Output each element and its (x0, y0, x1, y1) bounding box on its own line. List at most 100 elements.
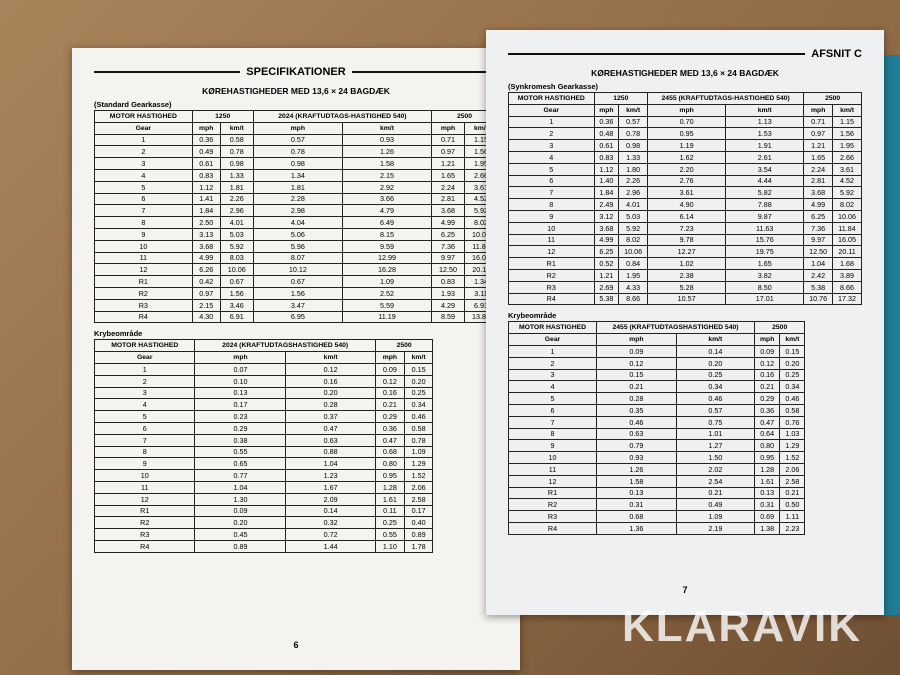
speed-cell: 12.50 (431, 263, 466, 277)
speed-table: MOTOR HASTIGHED 2024 (KRAFTUDTAGSHASTIGHE… (93, 339, 434, 553)
data-row: 7 1.84 2.96 2.98 4.79 3.68 5.92 (94, 204, 498, 218)
gear-cell: R3 (94, 298, 193, 312)
speed-cell: 0.83 (593, 150, 620, 164)
speed-cell: 8.15 (341, 227, 433, 241)
speed-cell: 0.20 (675, 356, 756, 370)
data-row: 9 3.12 5.03 6.14 9.87 6.25 10.06 (508, 209, 862, 223)
gear-cell: 5 (508, 162, 595, 176)
speed-cell: 0.78 (219, 145, 254, 159)
column-header: MOTOR HASTIGHED (94, 110, 193, 123)
speed-cell: 0.25 (374, 516, 405, 530)
speed-cell: 0.45 (194, 528, 287, 541)
data-row: R1 0.13 0.21 0.13 0.21 (507, 486, 806, 500)
speed-cell: 8.03 (219, 251, 254, 265)
speed-cell: 20.11 (832, 245, 862, 259)
speed-cell: 0.57 (252, 133, 343, 147)
gear-cell: 8 (94, 216, 193, 229)
speed-cell: 0.14 (675, 344, 756, 358)
speed-cell: 0.49 (191, 145, 221, 159)
gear-cell: 3 (93, 386, 196, 400)
speed-cell: 5.92 (219, 239, 254, 253)
speed-cell: 0.21 (779, 486, 806, 500)
speed-cell: 3.68 (803, 186, 834, 200)
data-row: 2 0.49 0.78 0.78 1.26 0.97 1.56 (94, 145, 498, 159)
speed-cell: 3.46 (219, 298, 254, 312)
speed-cell: 0.68 (596, 510, 677, 523)
data-row: R2 0.31 0.49 0.31 0.50 (507, 498, 806, 512)
speed-cell: 1.50 (675, 451, 756, 464)
gear-cell: 11 (93, 480, 196, 494)
speed-cell: 0.93 (341, 133, 433, 147)
speed-cell: 0.25 (403, 386, 434, 400)
speed-cell: 0.71 (431, 133, 466, 147)
speed-cell: 9.97 (431, 251, 466, 265)
speed-cell: 0.21 (596, 380, 677, 394)
speed-cell: 6.25 (593, 245, 620, 259)
table-caption: (Synkromesh Gearkasse) (508, 82, 599, 91)
gear-cell: 9 (93, 457, 196, 471)
column-header: 1250 (191, 110, 254, 123)
watermark: KLARAVIK (622, 602, 863, 651)
rule (94, 71, 241, 73)
speed-cell: 0.52 (593, 257, 620, 270)
speed-cell: 0.68 (374, 445, 405, 459)
speed-table: MOTOR HASTIGHED 1250 2455 (KRAFTUDTAGS-HAS… (508, 92, 862, 306)
speed-cell: 12.27 (647, 245, 727, 259)
speed-cell: 1.38 (754, 521, 781, 535)
speed-cell: 6.25 (803, 209, 834, 223)
speed-cell: 0.55 (374, 528, 405, 541)
speed-cell: 0.63 (285, 433, 376, 447)
speed-cell: 0.31 (596, 498, 677, 512)
gear-cell: 5 (507, 392, 598, 405)
speed-cell: 0.13 (194, 386, 287, 400)
speed-cell: 0.95 (647, 127, 727, 141)
unit-row: Gear mph km/t mph km/t (507, 333, 806, 346)
speed-cell: 0.20 (285, 386, 376, 400)
speed-cell: 11.63 (725, 221, 805, 235)
speed-cell: 0.64 (754, 427, 781, 441)
speed-cell: 1.10 (374, 539, 405, 553)
speed-cell: 1.44 (285, 539, 376, 553)
speed-cell: 2.81 (431, 192, 466, 206)
speed-cell: 0.36 (374, 421, 405, 435)
speed-cell: 4.90 (647, 198, 727, 211)
speed-cell: 2.66 (832, 150, 862, 164)
data-row: R1 0.42 0.67 0.67 1.09 0.83 1.34 (94, 275, 498, 288)
data-row: 12 6.25 10.06 12.27 19.75 12.50 20.11 (508, 245, 862, 259)
speed-table: MOTOR HASTIGHED 2455 (KRAFTUDTAGSHASTIGHE… (507, 321, 806, 535)
speed-cell: 0.17 (194, 398, 287, 412)
gear-cell: R1 (94, 275, 193, 288)
speed-cell: 0.83 (431, 275, 466, 288)
speed-cell: 8.66 (832, 280, 862, 294)
speed-cell: 9.78 (647, 233, 727, 247)
gear-cell: 4 (508, 150, 595, 164)
data-row: R4 5.38 8.66 10.57 17.01 10.76 17.32 (508, 292, 862, 306)
speed-cell: 0.28 (285, 398, 376, 412)
speed-cell: 0.12 (285, 362, 376, 376)
gear-cell: 5 (93, 410, 196, 423)
speed-cell: 0.65 (194, 457, 287, 471)
speed-cell: 0.57 (618, 115, 649, 129)
speed-cell: 2.92 (341, 180, 433, 194)
speed-cell: 1.29 (779, 439, 806, 453)
data-row: 1 0.09 0.14 0.09 0.15 (507, 344, 806, 358)
speed-cell: 1.95 (618, 268, 649, 282)
speed-cell: 0.72 (285, 528, 376, 541)
speed-cell: 0.09 (596, 344, 677, 358)
speed-cell: 0.67 (219, 275, 254, 288)
speed-cell: 7.23 (647, 221, 727, 235)
column-header: 1250 (593, 92, 649, 105)
data-row: 11 4.99 8.03 8.07 12.99 9.97 16.05 (94, 251, 498, 265)
speed-cell: 1.62 (647, 150, 727, 164)
speed-cell: 9.97 (803, 233, 834, 247)
speed-cell: 2.06 (403, 480, 434, 494)
speed-cell: 0.29 (374, 410, 405, 423)
data-row: 2 0.12 0.20 0.12 0.20 (507, 356, 806, 370)
gear-cell: R3 (93, 528, 196, 541)
speed-cell: 6.95 (252, 310, 343, 324)
speed-cell: 0.21 (675, 486, 756, 500)
data-row: 11 1.04 1.67 1.28 2.06 (93, 480, 434, 494)
gear-cell: 6 (507, 403, 598, 417)
speed-cell: 5.28 (647, 280, 727, 294)
data-row: R4 1.36 2.19 1.38 2.23 (507, 521, 806, 535)
